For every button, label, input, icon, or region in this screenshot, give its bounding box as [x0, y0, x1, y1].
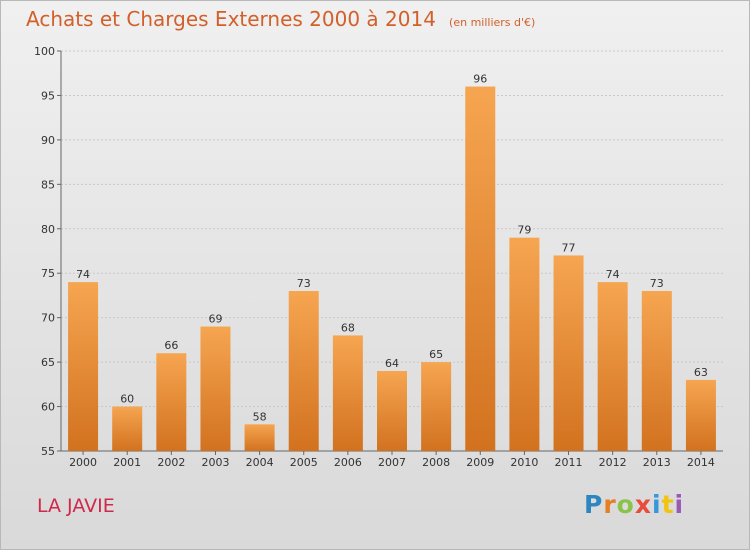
value-label-2011: 77	[562, 241, 576, 254]
proxiti-logo[interactable]: Proxiti	[584, 490, 684, 519]
y-tick-label: 55	[41, 445, 55, 458]
commune-name: LA JAVIE	[37, 495, 115, 517]
x-tick-label-2013: 2013	[643, 456, 671, 469]
y-tick-label: 75	[41, 267, 55, 280]
x-tick-label-2009: 2009	[466, 456, 494, 469]
bar-2009	[465, 86, 496, 452]
bar-2010	[509, 237, 540, 451]
x-tick-label-2000: 2000	[69, 456, 97, 469]
value-label-2006: 68	[341, 321, 355, 334]
y-tick-label: 95	[41, 89, 55, 102]
value-label-2000: 74	[76, 268, 90, 281]
logo-letter: t	[661, 490, 675, 519]
value-label-2003: 69	[208, 313, 222, 326]
y-tick-label: 65	[41, 356, 55, 369]
chart-subtitle: (en milliers d'€)	[449, 16, 536, 29]
y-tick-label: 70	[41, 312, 55, 325]
bar-2000	[68, 282, 99, 451]
y-tick-label: 85	[41, 178, 55, 191]
y-tick-label: 60	[41, 401, 55, 414]
value-label-2014: 63	[694, 366, 708, 379]
x-tick-label-2006: 2006	[334, 456, 362, 469]
logo-letter: i	[674, 490, 685, 519]
value-label-2005: 73	[297, 277, 311, 290]
value-label-2010: 79	[517, 224, 531, 237]
bar-2002	[156, 353, 187, 451]
bar-2003	[200, 326, 231, 451]
x-tick-label-2001: 2001	[113, 456, 141, 469]
bar-2014	[685, 379, 716, 451]
labels: 74 2000 60 2001 66 2002 69 2003 58 2004 73 2005 68 20…	[69, 73, 715, 469]
y-tick-label: 80	[41, 223, 55, 236]
value-label-2007: 64	[385, 357, 399, 370]
chart-title: Achats et Charges Externes 2000 à 2014	[26, 7, 436, 31]
x-tick-label-2002: 2002	[157, 456, 185, 469]
title-row: Achats et Charges Externes 2000 à 2014 (…	[26, 7, 535, 31]
logo-letter: r	[603, 490, 617, 519]
value-label-2004: 58	[253, 410, 267, 423]
x-tick-label-2007: 2007	[378, 456, 406, 469]
y-tick-label: 90	[41, 134, 55, 147]
x-tick-label-2003: 2003	[201, 456, 229, 469]
x-tick-label-2005: 2005	[290, 456, 318, 469]
bar-2001	[112, 406, 143, 451]
bar-2007	[377, 371, 407, 451]
bar-2005	[288, 291, 319, 451]
x-tick-label-2008: 2008	[422, 456, 450, 469]
logo-letter: i	[652, 490, 662, 519]
value-label-2008: 65	[429, 348, 443, 361]
logo-letter: x	[634, 490, 652, 519]
logo-letter: o	[616, 490, 635, 519]
bar-2008	[421, 362, 452, 451]
x-tick-label-2011: 2011	[555, 456, 583, 469]
value-label-2001: 60	[120, 393, 134, 406]
value-label-2013: 73	[650, 277, 664, 290]
x-tick-label-2010: 2010	[510, 456, 538, 469]
y-tick-label: 100	[34, 45, 55, 58]
bar-2012	[597, 282, 628, 451]
x-tick-label-2004: 2004	[246, 456, 274, 469]
bar-2006	[332, 335, 363, 451]
value-label-2002: 66	[164, 339, 178, 352]
bars	[68, 86, 716, 452]
bar-2013	[641, 291, 672, 451]
logo-letter: P	[584, 490, 604, 519]
x-tick-label-2014: 2014	[687, 456, 715, 469]
value-label-2009: 96	[473, 73, 487, 86]
bar-2004	[244, 424, 275, 451]
x-tick-label-2012: 2012	[599, 456, 627, 469]
bar-2011	[553, 255, 584, 451]
value-label-2012: 74	[606, 268, 620, 281]
